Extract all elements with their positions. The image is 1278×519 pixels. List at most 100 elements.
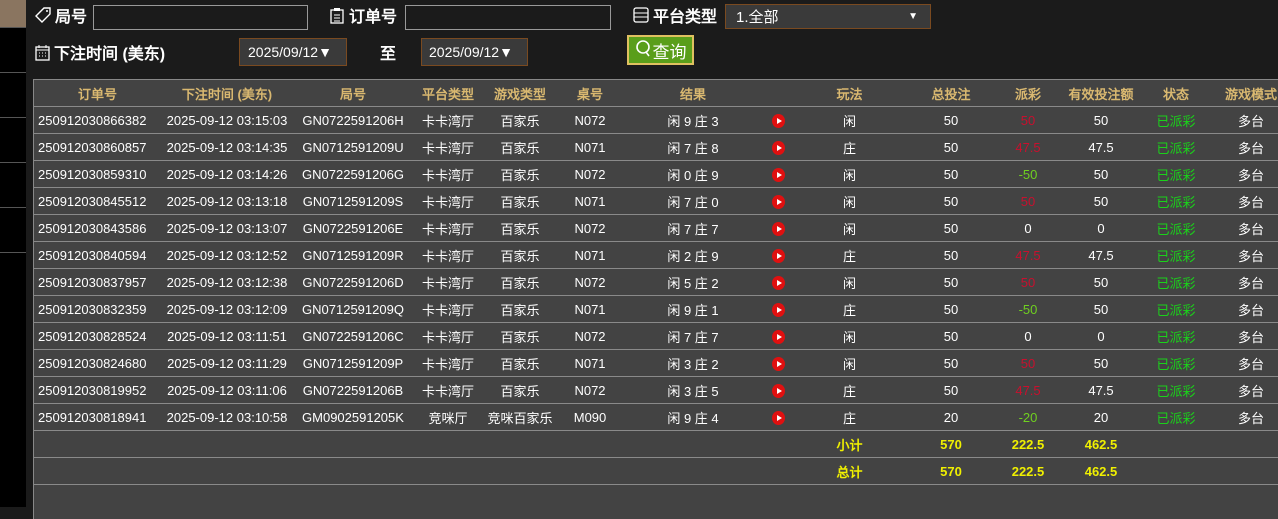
cell-platform: 卡卡湾厅 [421,194,474,210]
date-from-select[interactable]: 2025/09/12 ▼ [239,38,347,66]
date-from-value: 2025/09/12 [248,44,319,60]
cell-status: 已派彩 [1156,221,1196,237]
replay-button[interactable] [763,166,793,182]
cell-valid-bet: 47.5 [1088,382,1114,398]
cell-platform: 卡卡湾厅 [421,329,474,345]
table-row: 250912030840594 2025-09-12 03:12:52 GN0712… [34,242,1278,269]
cell-round-no: GN0722591206H [302,112,404,128]
cell-payout: 0 [1024,220,1032,236]
cell-result: 闲 9 庄 1 [667,302,719,318]
table-row: 250912030859310 2025-09-12 03:14:26 GN0722… [34,161,1278,188]
table-row: 250912030824680 2025-09-12 03:11:29 GN0712… [34,350,1278,377]
replay-button[interactable] [763,355,793,371]
cell-round-no: GN0712591209S [302,193,404,209]
play-icon [771,275,785,290]
cell-valid-bet: 50 [1093,112,1109,128]
play-icon [771,356,785,371]
play-icon [771,410,785,425]
tag-icon [34,6,52,24]
cell-game-mode: 多台 [1237,167,1264,183]
header-platform: 平台类型 [421,86,474,102]
cell-result: 闲 7 庄 8 [667,140,719,156]
subtotal-row: 小计 570 222.5 462.5 [34,431,1278,458]
cell-total-bet: 50 [943,328,959,344]
cell-order-no: 250912030837957 [38,274,147,290]
date-to-select[interactable]: 2025/09/12 ▼ [421,38,528,66]
cell-table-no: N072 [574,112,606,128]
replay-button[interactable] [763,112,793,128]
cell-total-bet: 50 [943,355,959,371]
cell-order-no: 250912030843586 [38,220,147,236]
header-total-bet: 总投注 [931,86,971,102]
replay-button[interactable] [763,409,793,425]
round-input[interactable] [93,5,308,30]
chevron-down-icon: ▼ [499,44,513,60]
cell-platform: 竞咪厅 [428,410,468,426]
cell-bet-time: 2025-09-12 03:11:06 [167,382,287,398]
cell-game-mode: 多台 [1237,275,1264,291]
cell-status: 已派彩 [1156,113,1196,129]
cell-round-no: GN0722591206B [302,382,404,398]
cell-order-no: 250912030860857 [38,139,147,155]
platform-select[interactable]: 1.全部 ▼ [725,4,931,29]
replay-button[interactable] [763,274,793,290]
replay-button[interactable] [763,220,793,236]
replay-button[interactable] [763,301,793,317]
cell-platform: 卡卡湾厅 [421,275,474,291]
cell-game-type: 百家乐 [500,383,540,399]
cell-game-mode: 多台 [1237,113,1264,129]
replay-button[interactable] [763,139,793,155]
chevron-down-icon: ▼ [908,11,918,22]
cell-bet-time: 2025-09-12 03:14:35 [166,139,288,155]
cell-bet-time: 2025-09-12 03:14:26 [166,166,288,182]
replay-button[interactable] [763,193,793,209]
cell-game-type: 百家乐 [500,194,540,210]
cell-result: 闲 3 庄 2 [667,356,719,372]
play-icon [771,221,785,236]
cell-game-mode: 多台 [1237,356,1264,372]
cell-total-bet: 50 [943,274,959,290]
subtotal-label: 小计 [836,437,863,453]
cell-bet-time: 2025-09-12 03:13:18 [166,193,288,209]
table-row: 250912030818941 2025-09-12 03:10:58 GM0902… [34,404,1278,431]
subtotal-total-bet: 570 [940,436,962,452]
cell-total-bet: 50 [943,247,959,263]
cell-payout: 0 [1024,328,1032,344]
cell-valid-bet: 50 [1093,166,1109,182]
total-payout: 222.5 [1011,463,1045,479]
cell-round-no: GM0902591205K [302,409,404,425]
cell-platform: 卡卡湾厅 [421,140,474,156]
query-button[interactable]: 查询 [627,35,694,65]
date-to-value: 2025/09/12 [429,44,500,60]
replay-button[interactable] [763,382,793,398]
cell-payout: -20 [1018,409,1038,425]
cell-play: 闲 [842,329,856,345]
cell-table-no: N071 [574,193,606,209]
cell-game-mode: 多台 [1237,302,1264,318]
replay-button[interactable] [763,247,793,263]
cell-game-type: 百家乐 [500,221,540,237]
cell-order-no: 250912030859310 [38,166,147,182]
cell-payout: 47.5 [1015,139,1041,155]
bets-table: 订单号 下注时间 (美东) 局号 平台类型 游戏类型 桌号 结果 玩法 总投注 派彩 有效投注额 状态… [33,79,1278,519]
order-input[interactable] [405,5,611,30]
cell-valid-bet: 0 [1097,220,1105,236]
cell-round-no: GN0712591209Q [302,301,404,317]
cell-platform: 卡卡湾厅 [421,302,474,318]
round-label-text: 局号 [55,9,88,26]
replay-button[interactable] [763,328,793,344]
table-row: 250912030866382 2025-09-12 03:15:03 GN0722… [34,107,1278,134]
search-icon [635,39,651,62]
subtotal-valid-bet: 462.5 [1084,436,1118,452]
cell-game-mode: 多台 [1237,329,1264,345]
cell-table-no: M090 [573,409,607,425]
cell-table-no: N072 [574,166,606,182]
cell-game-mode: 多台 [1237,410,1264,426]
cell-play: 闲 [842,167,856,183]
total-total-bet: 570 [940,463,962,479]
cell-status: 已派彩 [1156,248,1196,264]
round-label: 局号 [34,3,87,27]
header-table-no: 桌号 [576,86,603,102]
time-label-text: 下注时间 (美东) [54,46,166,63]
cell-valid-bet: 50 [1093,301,1109,317]
